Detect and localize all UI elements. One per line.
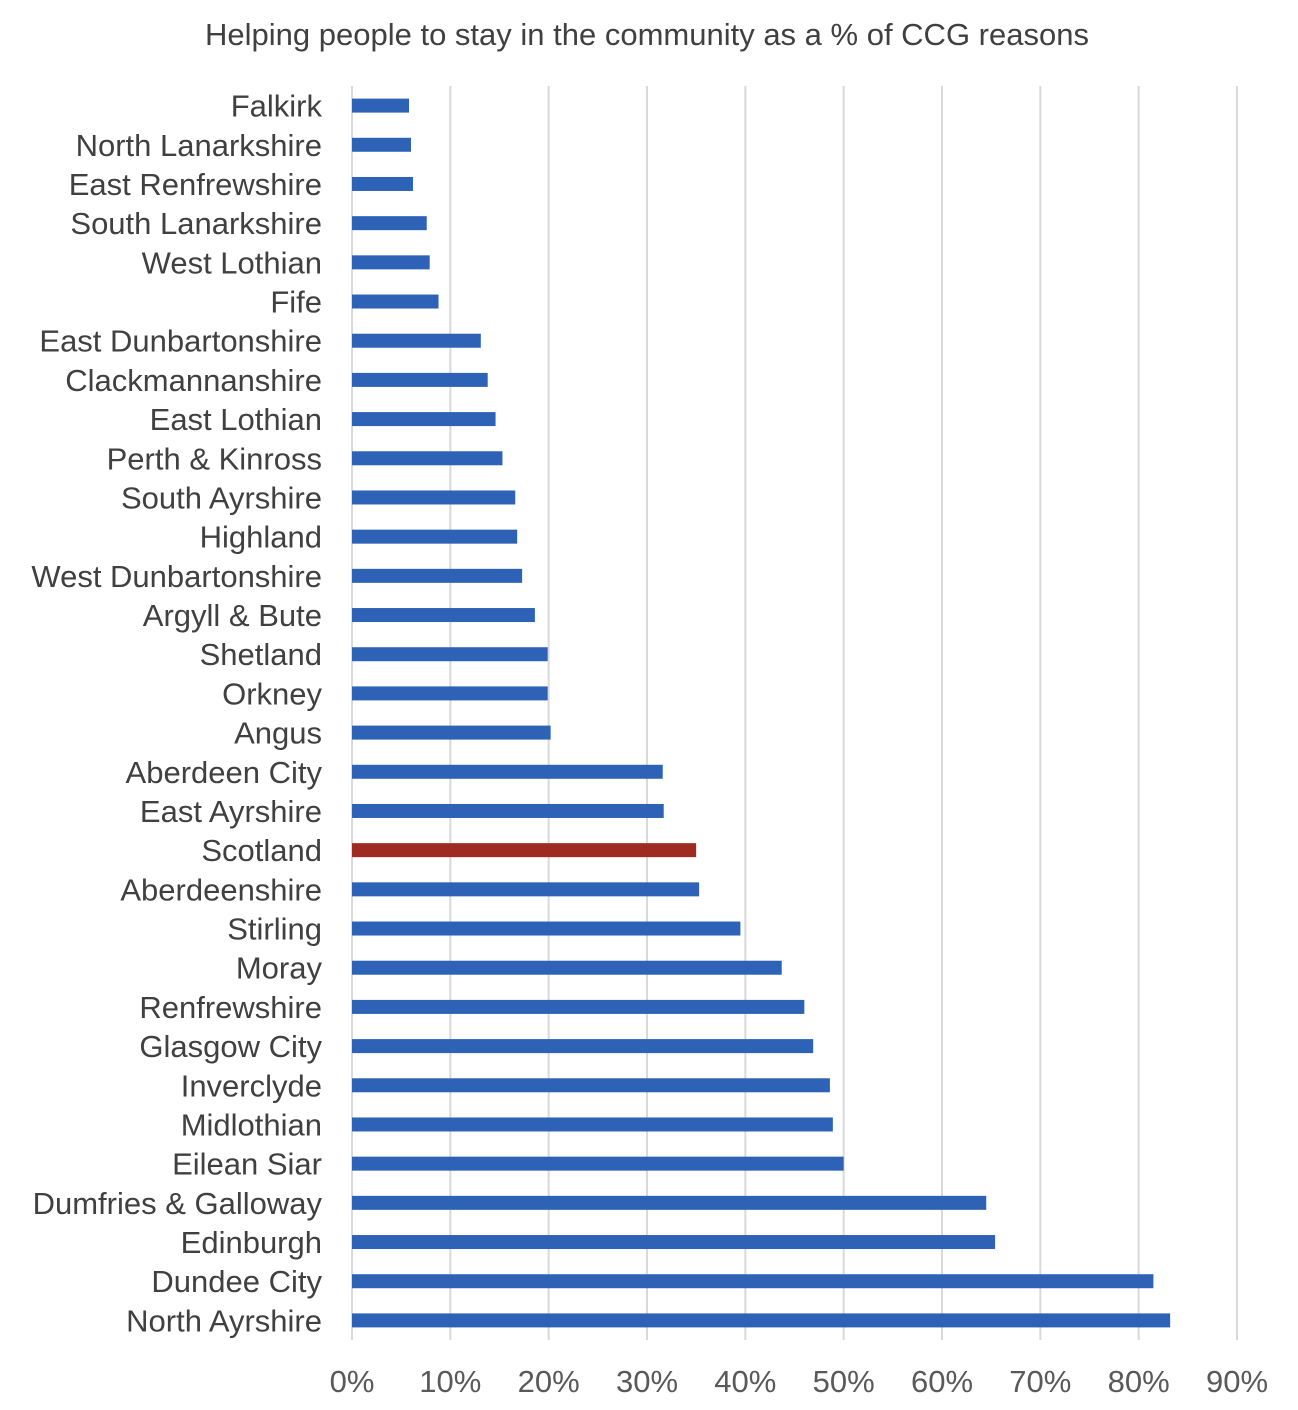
category-label: West Lothian: [142, 245, 322, 280]
category-label: North Lanarkshire: [76, 128, 322, 163]
category-label: Edinburgh: [181, 1225, 322, 1260]
category-label: Dumfries & Galloway: [33, 1186, 323, 1221]
bar: [352, 1156, 844, 1171]
category-label: Aberdeenshire: [120, 872, 322, 907]
bar: [352, 608, 535, 623]
x-tick-label: 70%: [1009, 1364, 1071, 1399]
category-label: East Lothian: [150, 402, 322, 437]
bar: [352, 176, 413, 191]
bar: [352, 372, 488, 387]
x-tick-label: 50%: [813, 1364, 875, 1399]
category-labels: Falkirk North Lanarkshire East Renfrewshir…: [31, 89, 322, 1339]
bars: [352, 98, 1171, 1328]
bar: [352, 333, 481, 348]
category-label: Orkney: [222, 676, 322, 711]
bar: [352, 1313, 1171, 1328]
bar: [352, 216, 427, 231]
chart-title: Helping people to stay in the community …: [205, 17, 1089, 52]
bar: [352, 686, 548, 701]
category-label: Clackmannanshire: [65, 363, 322, 398]
x-tick-label: 20%: [518, 1364, 580, 1399]
bar: [352, 999, 805, 1014]
bar: [352, 294, 439, 309]
category-label: Moray: [236, 951, 323, 986]
gridlines: [351, 86, 1238, 1340]
category-label: West Dunbartonshire: [31, 559, 322, 594]
category-label: Perth & Kinross: [107, 441, 322, 476]
category-label: Inverclyde: [181, 1068, 322, 1103]
category-label: East Renfrewshire: [69, 167, 322, 202]
category-label: Eilean Siar: [172, 1147, 322, 1182]
bar: [352, 1235, 996, 1250]
bar: [352, 1039, 814, 1054]
bar: [352, 568, 523, 583]
bar: [352, 529, 518, 544]
category-label: Argyll & Bute: [143, 598, 322, 633]
bar: [352, 725, 551, 740]
bar: [352, 98, 410, 113]
bar: [352, 1195, 987, 1210]
x-tick-label: 30%: [616, 1364, 678, 1399]
category-label: North Ayrshire: [126, 1303, 322, 1338]
bar: [352, 921, 741, 936]
category-label: Fife: [270, 285, 322, 320]
category-label: Scotland: [201, 833, 322, 868]
bar: [352, 1274, 1154, 1289]
bar: [352, 764, 663, 779]
bar: [352, 1117, 833, 1132]
x-axis-tick-labels: 0% 10% 20% 30% 40% 50% 60% 70% 80% 90%: [330, 1364, 1268, 1399]
bar: [352, 960, 782, 975]
bar: [352, 882, 700, 897]
category-label: Shetland: [200, 637, 322, 672]
bar: [352, 412, 496, 427]
category-label: Falkirk: [231, 89, 323, 124]
bar: [352, 843, 697, 858]
category-label: Highland: [200, 520, 322, 555]
bar: [352, 490, 516, 505]
category-label: Angus: [234, 716, 322, 751]
category-label: East Ayrshire: [140, 794, 322, 829]
category-label: Midlothian: [181, 1107, 322, 1142]
bar: [352, 451, 503, 466]
category-label: East Dunbartonshire: [39, 324, 322, 359]
x-tick-label: 40%: [714, 1364, 776, 1399]
bar: [352, 255, 430, 270]
bar: [352, 647, 548, 662]
category-label: South Ayrshire: [121, 480, 322, 515]
category-label: Aberdeen City: [126, 755, 323, 790]
category-label: Dundee City: [151, 1264, 322, 1299]
x-tick-label: 60%: [911, 1364, 973, 1399]
x-tick-label: 80%: [1108, 1364, 1170, 1399]
bar: [352, 803, 664, 818]
bar: [352, 137, 411, 152]
category-label: South Lanarkshire: [70, 206, 322, 241]
category-label: Renfrewshire: [139, 990, 322, 1025]
x-tick-label: 0%: [330, 1364, 375, 1399]
x-tick-label: 90%: [1206, 1364, 1268, 1399]
category-label: Stirling: [227, 912, 322, 947]
bar: [352, 1078, 830, 1093]
category-label: Glasgow City: [139, 1029, 322, 1064]
x-tick-label: 10%: [419, 1364, 481, 1399]
